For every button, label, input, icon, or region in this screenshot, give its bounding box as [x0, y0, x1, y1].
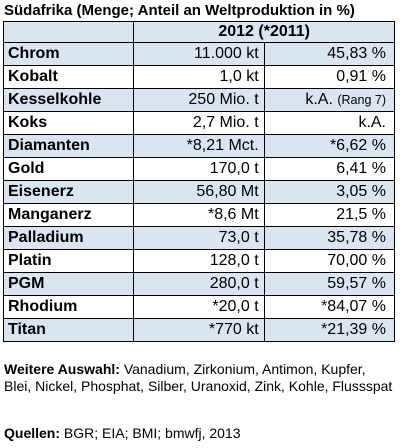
mineral-amount: *8,21 Mct.: [133, 134, 265, 158]
mineral-share: 59,57 %: [263, 272, 396, 296]
mineral-name: Palladium: [2, 226, 135, 250]
share-value: k.A.: [305, 91, 333, 108]
mineral-amount: *770 kt: [133, 318, 265, 342]
mineral-amount: *20,0 t: [133, 295, 265, 319]
production-table: 2012 (*2011) Chrom 11.000 kt 45,83 % Kob…: [2, 21, 396, 342]
mineral-share: 6,41 %: [263, 157, 396, 181]
mineral-share: *6,62 %: [263, 134, 396, 158]
mineral-name: Kobalt: [2, 65, 135, 89]
mineral-share: k.A. (Rang 7): [263, 88, 396, 112]
mineral-name: Koks: [2, 111, 135, 135]
mineral-name: Platin: [2, 249, 135, 273]
mineral-name: Chrom: [2, 42, 135, 66]
table-row: Kobalt 1,0 kt 0,91 %: [2, 65, 396, 89]
mineral-amount: 1,0 kt: [133, 65, 265, 89]
table-row: Kesselkohle 250 Mio. t k.A. (Rang 7): [2, 88, 396, 112]
mineral-share: 35,78 %: [263, 226, 396, 250]
table-row: Koks 2,7 Mio. t k.A.: [2, 111, 396, 135]
table-row: Rhodium *20,0 t *84,07 %: [2, 295, 396, 319]
mineral-share: k.A.: [263, 111, 396, 135]
mineral-share: 70,00 %: [263, 249, 396, 273]
mineral-amount: 128,0 t: [133, 249, 265, 273]
mineral-name: PGM: [2, 272, 135, 296]
further-selection-label: Weitere Auswahl:: [4, 361, 120, 377]
mineral-amount: 11.000 kt: [133, 42, 265, 66]
mineral-amount: 250 Mio. t: [133, 88, 265, 112]
sources-label: Quellen:: [4, 425, 61, 441]
further-selection-text: Vanadium, Zirkonium, Antimon, Kupfer, Bl…: [4, 361, 393, 394]
mineral-amount: 280,0 t: [133, 272, 265, 296]
mineral-amount: 56,80 Mt: [133, 180, 265, 204]
sources-text: BGR; EIA; BMI; bmwfj, 2013: [63, 425, 241, 441]
mineral-name: Diamanten: [2, 134, 135, 158]
table-row: Chrom 11.000 kt 45,83 %: [2, 42, 396, 66]
table-row: PGM 280,0 t 59,57 %: [2, 272, 396, 296]
mineral-share: 21,5 %: [263, 203, 396, 227]
mineral-share: *21,39 %: [263, 318, 396, 342]
mineral-amount: 2,7 Mio. t: [133, 111, 265, 135]
mineral-amount: *8,6 Mt: [133, 203, 265, 227]
table-row: Palladium 73,0 t 35,78 %: [2, 226, 396, 250]
mineral-share: 45,83 %: [263, 42, 396, 66]
share-rank-note: (Rang 7): [337, 93, 386, 107]
table-row: Titan *770 kt *21,39 %: [2, 318, 396, 342]
sources-line: Quellen: BGR; EIA; BMI; bmwfj, 2013: [4, 425, 241, 441]
mineral-name: Eisenerz: [2, 180, 135, 204]
header-empty-cell: [2, 21, 135, 43]
mineral-amount: 170,0 t: [133, 157, 265, 181]
table-row: Diamanten *8,21 Mct. *6,62 %: [2, 134, 396, 158]
header-year-cell: 2012 (*2011): [133, 21, 395, 43]
mineral-name: Rhodium: [2, 295, 135, 319]
mineral-share: 3,05 %: [263, 180, 396, 204]
mineral-amount: 73,0 t: [133, 226, 265, 250]
table-row: Platin 128,0 t 70,00 %: [2, 249, 396, 273]
further-selection-note: Weitere Auswahl: Vanadium, Zirkonium, An…: [4, 361, 396, 395]
mineral-name: Titan: [2, 318, 135, 342]
table-header-row: 2012 (*2011): [2, 21, 395, 43]
mineral-name: Kesselkohle: [2, 88, 135, 112]
table-row: Eisenerz 56,80 Mt 3,05 %: [2, 180, 396, 204]
mineral-name: Gold: [2, 157, 135, 181]
table-title: Südafrika (Menge; Anteil an Weltprodukti…: [4, 2, 355, 19]
mineral-name: Manganerz: [2, 203, 135, 227]
table-row: Gold 170,0 t 6,41 %: [2, 157, 396, 181]
table-row: Manganerz *8,6 Mt 21,5 %: [2, 203, 396, 227]
mineral-share: 0,91 %: [263, 65, 396, 89]
mineral-share: *84,07 %: [263, 295, 396, 319]
